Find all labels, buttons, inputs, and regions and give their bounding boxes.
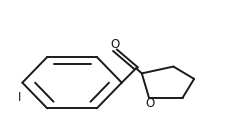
- Text: O: O: [145, 97, 154, 110]
- Text: O: O: [110, 38, 120, 51]
- Text: I: I: [18, 91, 21, 104]
